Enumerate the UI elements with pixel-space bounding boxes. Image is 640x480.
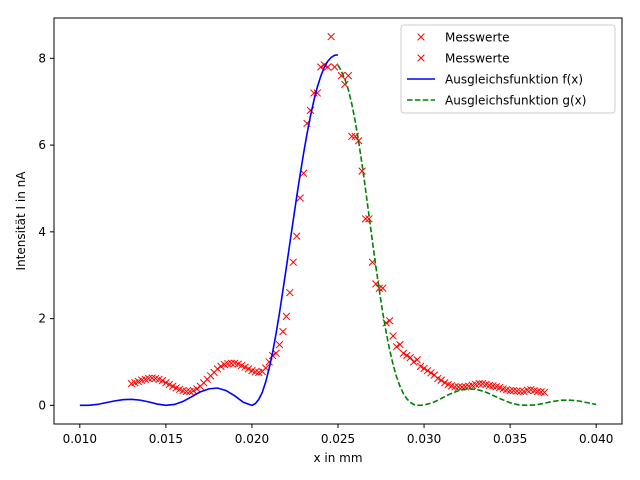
plot-area: [79, 32, 597, 407]
x-tick-label: 0.030: [407, 432, 441, 446]
data-point: [423, 366, 432, 375]
y-tick-label: 4: [38, 225, 46, 239]
x-tick-label: 0.020: [235, 432, 269, 446]
data-point: [158, 376, 167, 385]
data-point: [475, 379, 483, 388]
data-point: [413, 356, 421, 364]
data-point: [327, 32, 335, 41]
data-point: [182, 387, 191, 396]
data-point: [378, 284, 387, 292]
data-point: [330, 63, 339, 71]
data-point: [420, 364, 428, 373]
data-point: [540, 388, 549, 397]
legend-item: Ausgleichsfunktion g(x): [407, 94, 586, 108]
y-axis-label: Intensität I in nA: [14, 171, 28, 271]
legend: Messwerte Messwerte Ausgleichsfunktion f(x…: [400, 24, 616, 114]
x-axis: 0.010 0.015 0.020 0.025 0.030 0.035 0.040: [63, 424, 613, 446]
legend-box: [400, 24, 616, 114]
legend-label: Ausgleichsfunktion f(x): [445, 73, 583, 87]
x-tick-label: 0.040: [579, 432, 613, 446]
data-point: [213, 365, 222, 373]
data-point: [406, 353, 415, 362]
data-point: [289, 258, 298, 266]
y-axis: 0 2 4 6 8: [38, 51, 54, 412]
data-point: [375, 284, 384, 292]
y-tick-label: 8: [38, 51, 46, 65]
data-point: [337, 71, 346, 80]
series-line-4: [337, 64, 597, 407]
data-point: [358, 167, 366, 175]
data-point: [396, 340, 404, 349]
data-point: [416, 362, 425, 371]
data-point: [437, 376, 446, 384]
data-point: [385, 317, 394, 325]
data-point: [344, 71, 353, 80]
legend-label: Ausgleichsfunktion g(x): [445, 94, 586, 108]
x-tick-label: 0.035: [493, 432, 527, 446]
data-point: [506, 386, 514, 395]
x-tick-label: 0.015: [149, 432, 183, 446]
legend-item: Messwerte: [417, 52, 509, 66]
data-point: [403, 351, 411, 360]
data-point: [365, 215, 373, 223]
legend-item: Ausgleichsfunktion f(x): [407, 73, 583, 87]
legend-item: Messwerte: [417, 31, 509, 45]
data-point: [282, 312, 291, 321]
data-point: [279, 327, 287, 336]
data-point: [427, 369, 435, 377]
data-point: [292, 232, 301, 240]
data-point: [275, 340, 284, 349]
data-point: [348, 132, 356, 141]
x-axis-label: x in mm: [313, 451, 362, 465]
legend-label: Messwerte: [445, 31, 509, 45]
data-point: [361, 215, 370, 223]
data-point: [409, 358, 418, 366]
series-line-3: [79, 54, 339, 407]
y-tick-label: 0: [38, 398, 46, 412]
legend-label: Messwerte: [445, 52, 509, 66]
data-point: [392, 343, 401, 351]
data-point: [227, 359, 236, 368]
data-point: [193, 385, 201, 393]
data-point: [286, 288, 294, 297]
data-point: [454, 383, 463, 391]
data-point: [341, 80, 349, 89]
data-point: [516, 387, 525, 396]
y-tick-label: 6: [38, 138, 46, 152]
data-point: [296, 194, 304, 202]
x-tick-label: 0.010: [63, 432, 97, 446]
data-point: [272, 349, 280, 358]
data-point: [389, 332, 397, 340]
y-tick-label: 2: [38, 312, 46, 326]
x-tick-label: 0.025: [321, 432, 355, 446]
data-point: [399, 349, 408, 358]
